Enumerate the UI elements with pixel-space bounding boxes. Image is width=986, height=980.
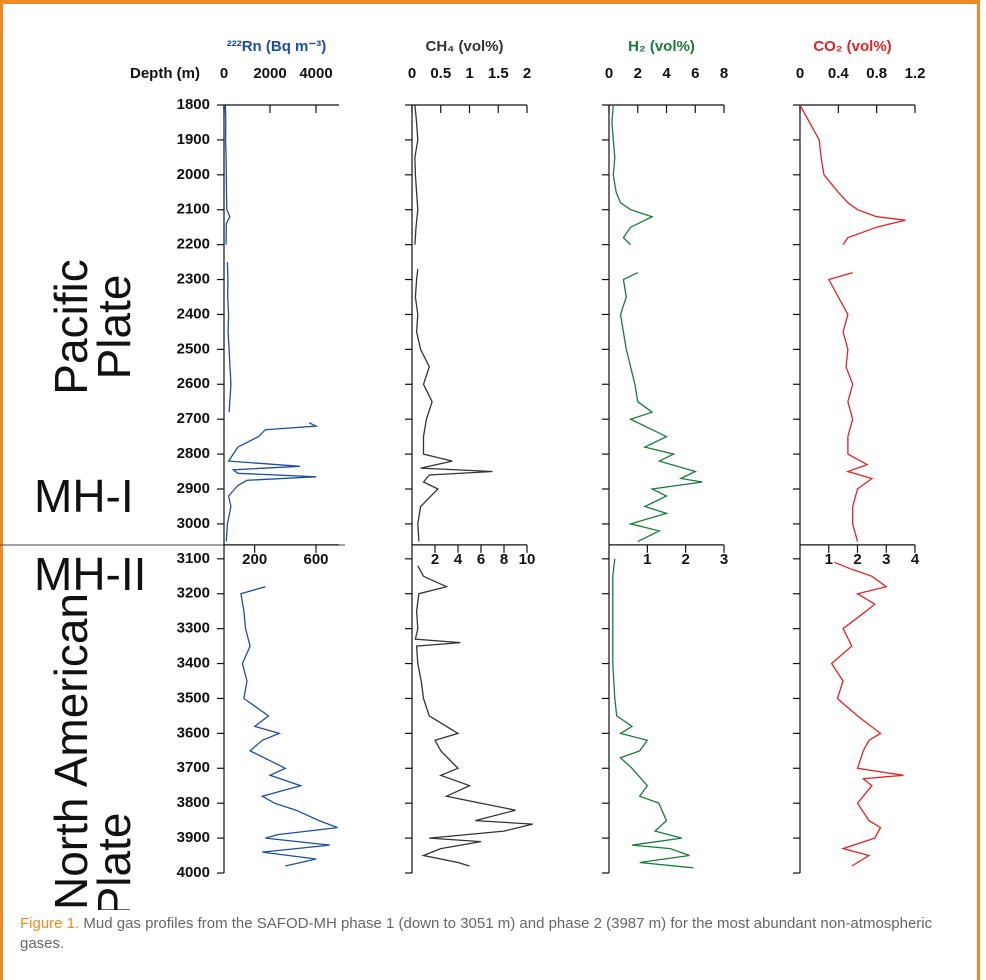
caption-label: Figure 1. (20, 915, 80, 932)
profile-line (611, 104, 703, 542)
y-tick-label: 2000 (177, 166, 210, 183)
x-tick-label: 2 (853, 551, 861, 568)
y-tick-label: 3200 (177, 585, 210, 602)
x-tick-label: 10 (519, 551, 536, 568)
x-tick-label: 600 (303, 551, 328, 568)
y-tick-label: 3000 (177, 515, 210, 532)
x-tick-label: 3 (720, 551, 728, 568)
y-tick-label: 1800 (177, 96, 210, 113)
panel-title: CH₄ (vol%) (426, 38, 504, 55)
x-tick-label: 2 (431, 551, 439, 568)
y-tick-label: 2600 (177, 375, 210, 392)
zone-label: North American (45, 593, 97, 910)
x-tick-label: 0 (605, 65, 613, 82)
y-tick-label: 3600 (177, 724, 210, 741)
x-tick-label: 4 (662, 65, 671, 82)
zone-label: Pacific (45, 259, 97, 394)
y-tick-label: 3900 (177, 829, 210, 846)
x-tick-label: 6 (477, 551, 485, 568)
profile-line (799, 104, 906, 542)
x-tick-label: 3 (882, 551, 890, 568)
zone-label: MH-I (34, 470, 134, 522)
x-tick-label: 0.5 (430, 65, 451, 82)
x-tick-label: 2 (523, 65, 531, 82)
x-tick-label: 0 (408, 65, 416, 82)
x-tick-label: 4 (911, 551, 920, 568)
y-tick-label: 2800 (177, 445, 210, 462)
x-tick-label: 0 (220, 65, 228, 82)
y-tick-label: 2700 (177, 410, 210, 427)
y-tick-label: 3500 (177, 689, 210, 706)
profile-line (240, 586, 338, 867)
y-tick-label: 3100 (177, 550, 210, 567)
y-tick-label: 4000 (177, 864, 210, 881)
y-tick-label: 3400 (177, 655, 210, 672)
x-tick-label: 2 (634, 65, 642, 82)
x-tick-label: 4 (454, 551, 463, 568)
y-tick-label: 3800 (177, 794, 210, 811)
depth-label: Depth (m) (130, 65, 200, 82)
x-tick-label: 0.4 (828, 65, 850, 82)
profile-line (414, 565, 533, 867)
y-tick-label: 2400 (177, 305, 210, 322)
profile-line (224, 104, 319, 542)
y-tick-label: 1900 (177, 131, 210, 148)
y-tick-label: 3700 (177, 759, 210, 776)
y-tick-label: 2500 (177, 340, 210, 357)
y-tick-label: 2900 (177, 480, 210, 497)
x-tick-label: 1 (643, 551, 651, 568)
x-tick-label: 4000 (299, 65, 332, 82)
panel-title: CO₂ (vol%) (813, 38, 891, 55)
x-tick-label: 2000 (253, 65, 286, 82)
panel-title: H₂ (vol%) (628, 38, 695, 55)
profile-line (612, 558, 694, 869)
x-tick-label: 6 (691, 65, 699, 82)
y-tick-label: 2100 (177, 201, 210, 218)
y-tick-label: 3300 (177, 620, 210, 637)
profile-line (830, 561, 904, 867)
x-tick-label: 0 (796, 65, 804, 82)
y-tick-label: 2300 (177, 271, 210, 288)
profile-line (414, 104, 493, 542)
panel-title: ²²²Rn (Bq m⁻³) (227, 38, 327, 55)
x-tick-label: 8 (500, 551, 508, 568)
x-tick-label: 1 (465, 65, 473, 82)
caption: Figure 1. Mud gas profiles from the SAFO… (20, 914, 970, 954)
y-tick-label: 2200 (177, 236, 210, 253)
x-tick-label: 1.5 (488, 65, 509, 82)
x-tick-label: 8 (720, 65, 728, 82)
x-tick-label: 1.2 (905, 65, 926, 82)
caption-text: Mud gas profiles from the SAFOD-MH phase… (20, 915, 933, 952)
x-tick-label: 200 (242, 551, 267, 568)
x-tick-label: 0.8 (866, 65, 887, 82)
x-tick-label: 1 (825, 551, 833, 568)
x-tick-label: 2 (681, 551, 689, 568)
chart: Depth (m) Pacific Plate MH-I MH-II North… (0, 38, 926, 910)
zone-label: MH-II (34, 548, 146, 600)
zone-label: Plate (88, 275, 140, 380)
zone-label: Plate (88, 813, 140, 910)
